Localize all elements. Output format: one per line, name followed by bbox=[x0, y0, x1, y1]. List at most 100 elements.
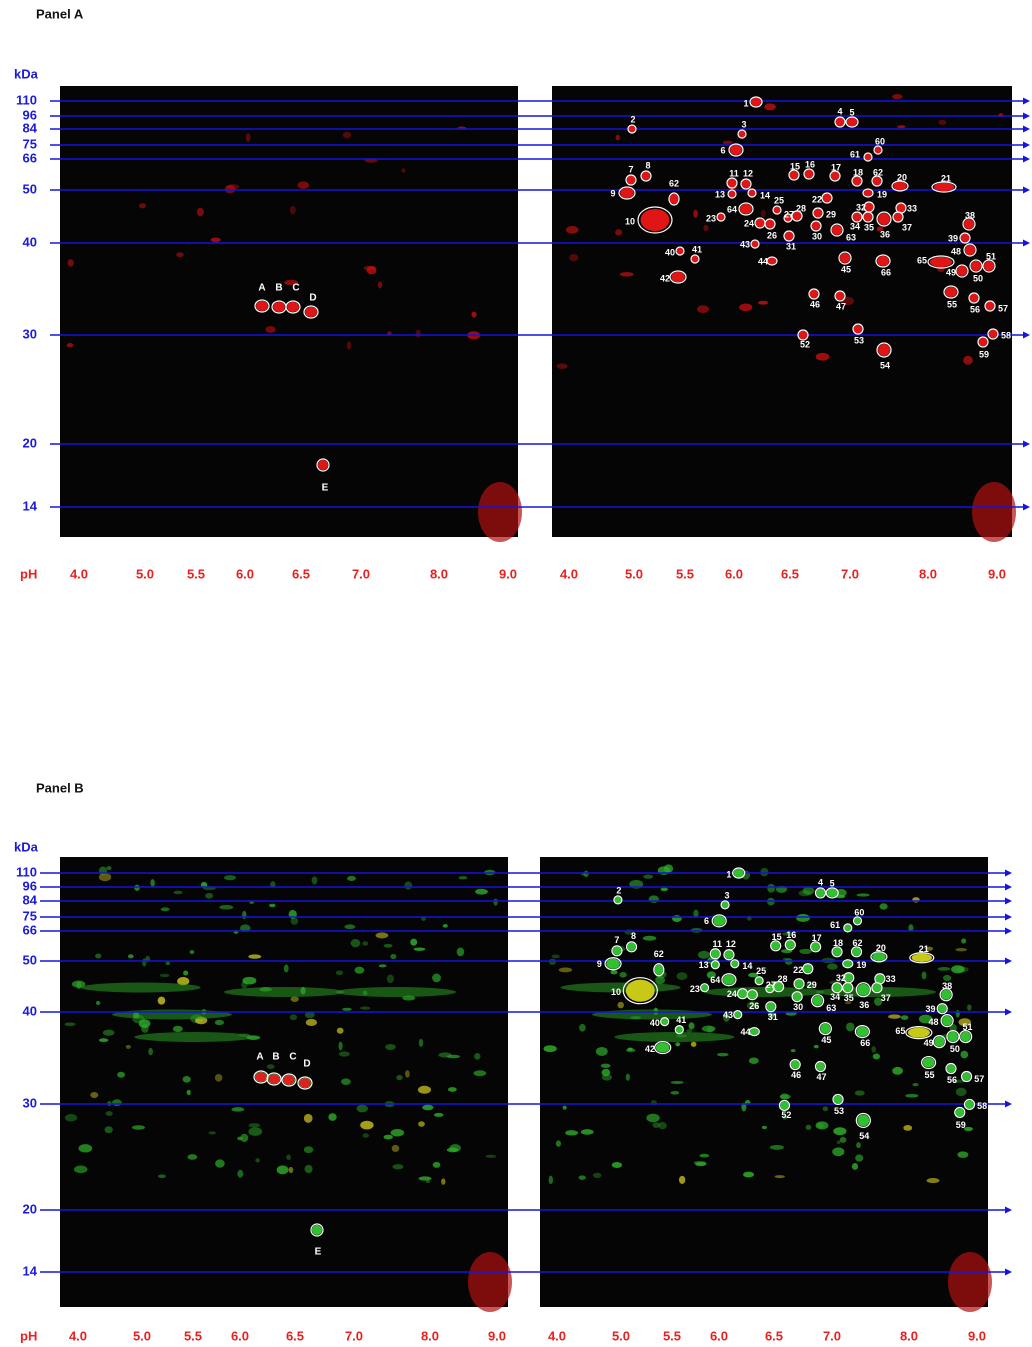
gel-blob bbox=[922, 971, 927, 979]
ph-tick-label: 9.0 bbox=[488, 1328, 506, 1343]
spot-label: 62 bbox=[654, 949, 664, 959]
spot-fill bbox=[961, 1032, 971, 1042]
gel-blob bbox=[458, 876, 467, 879]
spot-fill bbox=[964, 219, 974, 229]
gel-blob bbox=[901, 1015, 908, 1020]
spot-fill bbox=[305, 307, 317, 317]
gel-blob bbox=[158, 997, 166, 1005]
gel-blob bbox=[615, 229, 622, 235]
gel-blob bbox=[312, 876, 318, 884]
spot-fill bbox=[756, 977, 763, 984]
gel-blob bbox=[596, 1047, 608, 1056]
gel-blob bbox=[485, 1155, 496, 1158]
spot-fill bbox=[626, 980, 655, 1002]
gel-blob bbox=[694, 1161, 707, 1165]
spot-fill bbox=[312, 1225, 322, 1235]
spot-label: 18 bbox=[853, 167, 863, 177]
spot-label: 6 bbox=[704, 916, 709, 926]
gel-blob bbox=[584, 871, 589, 878]
spot-fill bbox=[768, 258, 777, 265]
spot-fill bbox=[752, 241, 759, 248]
marker-arrow bbox=[1023, 142, 1030, 149]
gel-blob bbox=[961, 938, 966, 943]
gel-blob bbox=[67, 343, 74, 347]
gel-blob bbox=[405, 1070, 410, 1078]
gel-blob bbox=[76, 981, 81, 989]
gel-blob bbox=[410, 939, 417, 946]
marker-arrow bbox=[1005, 870, 1012, 877]
spot-fill bbox=[804, 965, 813, 974]
gel-blob bbox=[679, 1176, 685, 1184]
spot-label: 1 bbox=[726, 869, 731, 879]
spot-fill bbox=[844, 924, 851, 931]
gel-blob bbox=[691, 1042, 697, 1047]
gel-blob bbox=[717, 1053, 729, 1056]
spot-label: 62 bbox=[852, 938, 862, 948]
gel-blob bbox=[626, 1048, 636, 1052]
gel-blob bbox=[418, 1121, 425, 1127]
gel-blob bbox=[556, 1140, 561, 1146]
spot-fill bbox=[833, 948, 842, 957]
gel-blob bbox=[183, 1076, 191, 1083]
spot-fill bbox=[810, 290, 819, 299]
spot-label: 25 bbox=[756, 966, 766, 976]
spot-fill bbox=[627, 176, 636, 185]
ph-label: pH bbox=[20, 566, 37, 581]
spot-label: 10 bbox=[611, 987, 621, 997]
spot-fill bbox=[934, 183, 954, 192]
spot-label: 13 bbox=[715, 189, 725, 199]
spot-fill bbox=[256, 301, 268, 311]
spot-fill bbox=[865, 154, 872, 161]
gel-blob bbox=[392, 1145, 400, 1152]
ph-tick-label: 5.5 bbox=[663, 1328, 681, 1343]
gel-blob bbox=[563, 1106, 567, 1110]
marker-arrow bbox=[1005, 1207, 1012, 1214]
spot-fill bbox=[734, 869, 744, 878]
spot-fill bbox=[812, 996, 822, 1006]
spot-label: E bbox=[322, 483, 329, 494]
spot-label: 35 bbox=[844, 993, 854, 1003]
gel-blob bbox=[391, 1129, 405, 1137]
gel-blob bbox=[618, 1002, 624, 1009]
gel-blob bbox=[148, 1048, 153, 1055]
gel-blob bbox=[698, 951, 710, 959]
gel-blob bbox=[749, 1057, 759, 1063]
spot-fill bbox=[930, 257, 952, 267]
gel-blob bbox=[760, 868, 768, 877]
gel-blob bbox=[903, 1125, 912, 1131]
gel-blob bbox=[494, 898, 498, 905]
spot-fill bbox=[836, 118, 845, 127]
marker-arrow bbox=[1005, 1269, 1012, 1276]
gel-blob bbox=[780, 1094, 791, 1099]
spot-label: 5 bbox=[849, 107, 854, 117]
spot-fill bbox=[816, 889, 825, 898]
gel-blob bbox=[643, 936, 657, 941]
gel-blob bbox=[856, 1142, 861, 1148]
spot-fill bbox=[984, 261, 994, 271]
spot-fill bbox=[711, 950, 720, 959]
spot-fill bbox=[957, 266, 967, 276]
spot-label: 29 bbox=[826, 209, 836, 219]
spot-fill bbox=[722, 901, 729, 908]
spot-label: 21 bbox=[941, 173, 951, 183]
gel-blob bbox=[689, 1022, 695, 1029]
spot-label: 53 bbox=[854, 335, 864, 345]
spot-label: 33 bbox=[886, 974, 896, 984]
gel-blob bbox=[693, 909, 698, 917]
ph-tick-label: 5.5 bbox=[676, 566, 694, 581]
spot-fill bbox=[853, 177, 862, 186]
spot-fill bbox=[642, 172, 651, 181]
gel-blob bbox=[337, 1028, 344, 1034]
gel-blob bbox=[762, 1126, 767, 1129]
gel-blob bbox=[242, 977, 256, 985]
gel-blob bbox=[112, 1099, 122, 1106]
spot-label: 3 bbox=[741, 119, 746, 129]
spot-fill bbox=[938, 1004, 947, 1013]
spot-fill bbox=[740, 204, 752, 214]
spot-label: 12 bbox=[743, 168, 753, 178]
gel-blob bbox=[237, 1170, 243, 1178]
gel-blob bbox=[414, 947, 426, 950]
kda-tick-label: 20 bbox=[23, 1201, 37, 1216]
spot-label: 59 bbox=[979, 349, 989, 359]
spot-fill bbox=[965, 1100, 974, 1109]
